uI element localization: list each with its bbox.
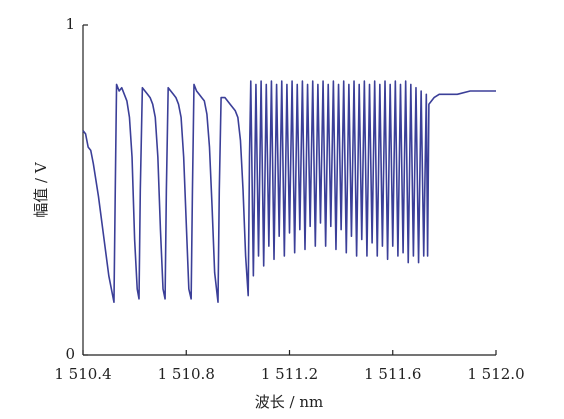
line-series	[82, 80, 496, 303]
x-tick-label: 1 511.6	[364, 365, 421, 383]
x-tick-label: 1 511.2	[261, 365, 318, 383]
y-tick-label: 0	[65, 345, 75, 363]
x-tick-label: 1 510.4	[54, 365, 111, 383]
y-axis-label: 幅值 / V	[32, 161, 50, 218]
x-axis-label: 波长 / nm	[255, 393, 323, 411]
x-tick-label: 1 510.8	[158, 365, 215, 383]
x-tick-label: 1 512.0	[467, 365, 524, 383]
y-tick-label: 1	[65, 15, 75, 33]
